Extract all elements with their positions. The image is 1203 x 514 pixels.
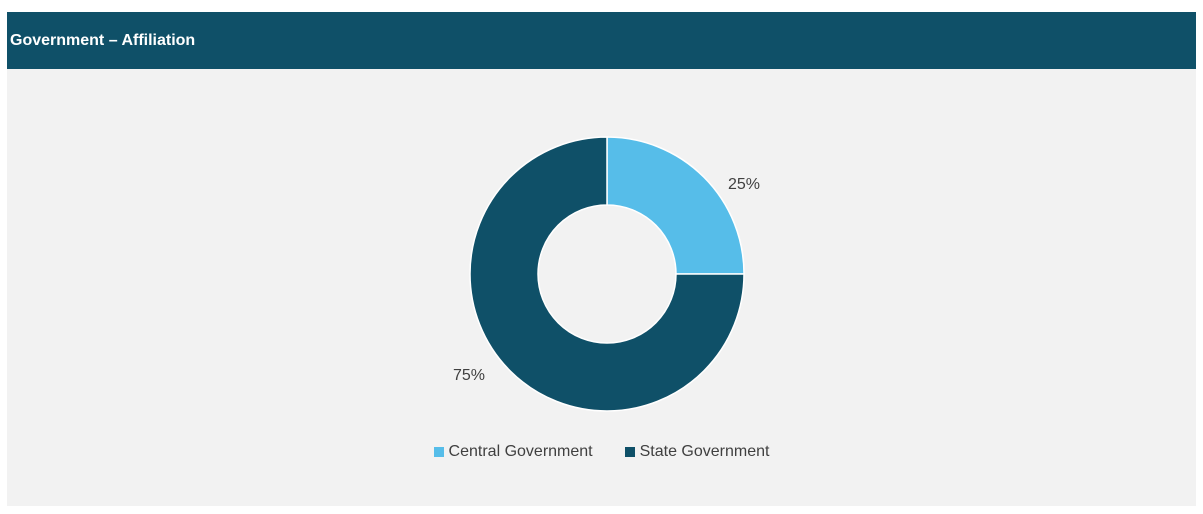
legend-item-state-government: State Government bbox=[624, 443, 770, 461]
panel-header: Government – Affiliation bbox=[7, 12, 1196, 69]
panel-title: Government – Affiliation bbox=[10, 32, 196, 49]
data-label-state-government: 75% bbox=[453, 367, 485, 384]
donut-data-labels: 25% 75% bbox=[453, 176, 760, 384]
legend-label-central-government: Central Government bbox=[448, 443, 593, 460]
legend-item-central-government: Central Government bbox=[433, 443, 593, 461]
donut-slice-state-government bbox=[469, 136, 745, 412]
chart-legend: Central Government State Government bbox=[0, 442, 1203, 462]
legend-swatch-state-government bbox=[624, 447, 635, 457]
legend-swatch-central-government bbox=[433, 447, 444, 457]
chart-panel: Government – Affiliation bbox=[7, 12, 1196, 506]
donut-slices bbox=[469, 136, 745, 412]
legend-label-state-government: State Government bbox=[639, 443, 770, 460]
data-label-central-government: 25% bbox=[728, 176, 760, 193]
donut-slice-central-government bbox=[606, 136, 745, 275]
